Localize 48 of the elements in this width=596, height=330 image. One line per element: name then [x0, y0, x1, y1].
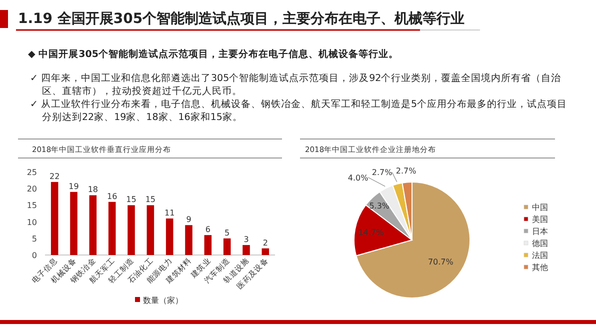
- text: ◆ 中国开展305个智能制造试点示范项目，主要分布在电子信息、机械设备等行业。: [28, 48, 400, 61]
- data-label: 3: [244, 235, 249, 244]
- data-label: 70.7%: [428, 258, 454, 267]
- data-label: 9: [186, 215, 192, 224]
- text: ✓ 四年来，中国工业和信息化部遴选出了305个智能制造试点示范项目，涉及92个行业类别，覆盖全国境内所有省（自治区、直辖市），拉动投资超过千亿元人民币。: [30, 72, 562, 98]
- text: ✓ 从工业软件行业分布来看，电子信息、机械设备、钢铁冶金、航天军工和轻工制造是5个应用分布最多的行业，试点项目分别达到22家、19家、18家、16家和15家。: [30, 98, 568, 124]
- legend-label: 美国: [532, 215, 548, 224]
- data-label: 15: [145, 195, 156, 204]
- data-label: 4.0%: [348, 173, 369, 182]
- pie-slice: [356, 182, 470, 298]
- data-label: 6: [205, 225, 210, 234]
- bar: [146, 205, 154, 255]
- legend-label: 数量（家）: [143, 296, 183, 305]
- bar: [223, 238, 231, 255]
- bar: [108, 202, 116, 255]
- bar: [262, 248, 270, 255]
- bar: [89, 195, 97, 255]
- y-tick-label: 0: [32, 251, 37, 260]
- y-tick-label: 10: [26, 218, 37, 227]
- data-label: 2.7%: [372, 168, 393, 178]
- legend-label: 日本: [532, 227, 548, 236]
- data-label: 5: [224, 228, 230, 238]
- legend-label: 德国: [532, 239, 548, 248]
- data-label: 16: [106, 192, 118, 201]
- data-label: 2: [262, 238, 268, 248]
- data-label: 11: [164, 208, 175, 218]
- bar: [204, 235, 212, 255]
- bar: [50, 182, 58, 255]
- data-label: 5.3%: [369, 201, 390, 210]
- y-tick-label: 15: [26, 201, 37, 210]
- text: 1.19 全国开展305个智能制造试点项目，主要分布在电子、机械等行业: [18, 10, 465, 28]
- bar: [128, 205, 135, 255]
- legend-label: 其他: [532, 263, 548, 272]
- bar: [70, 192, 78, 255]
- data-label: 19: [68, 182, 79, 191]
- bar: [242, 245, 250, 255]
- y-tick-label: 20: [26, 184, 37, 194]
- data-label: 2.7%: [396, 166, 417, 176]
- bar: [185, 225, 192, 255]
- legend-label: 中国: [532, 203, 548, 212]
- data-label: 18: [88, 185, 98, 194]
- y-tick-label: 25: [26, 168, 37, 177]
- data-label: 15: [126, 195, 136, 204]
- data-label: 14.7%: [358, 228, 384, 238]
- legend-label: 法国: [532, 251, 548, 260]
- y-tick-label: 5: [32, 234, 37, 244]
- bar: [166, 218, 174, 255]
- data-label: 22: [49, 172, 60, 181]
